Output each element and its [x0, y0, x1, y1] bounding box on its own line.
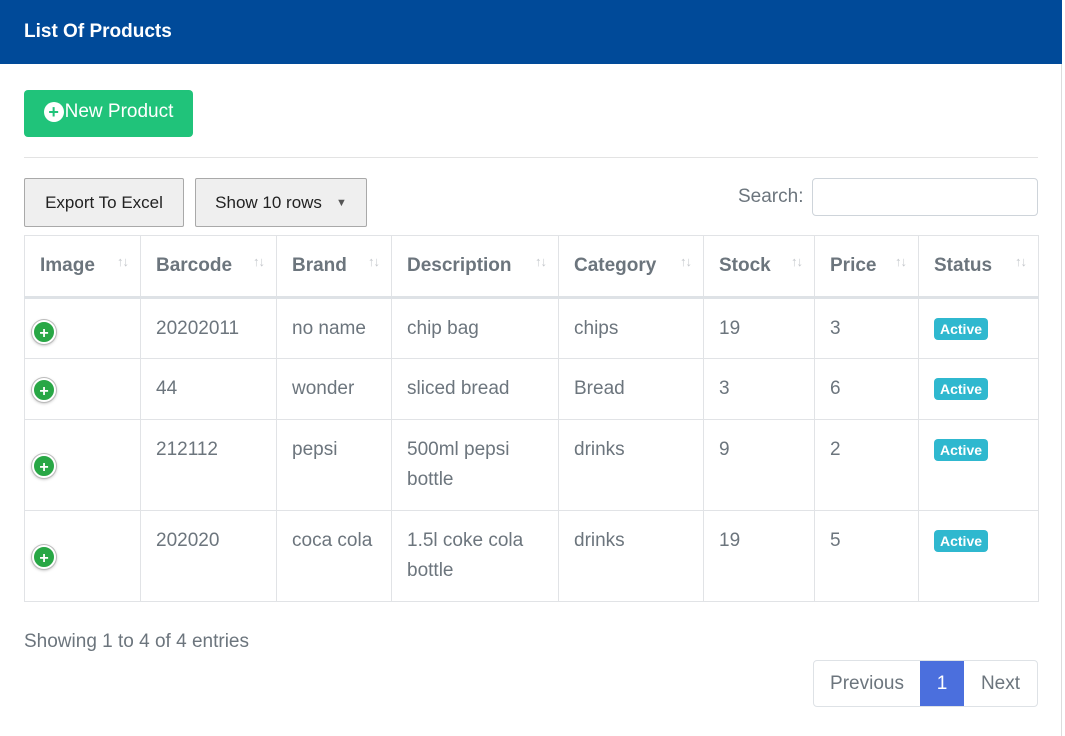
column-header-barcode[interactable]: Barcode ↑↓ [140, 235, 277, 299]
table-row: + 20202011 no name chip bag chips 19 3 A… [24, 297, 1039, 359]
sort-arrows-icon: ↑↓ [680, 254, 692, 269]
column-label: Price [830, 255, 877, 276]
status-cell: Active [918, 358, 1039, 420]
column-header-stock[interactable]: Stock ↑↓ [703, 235, 815, 299]
page-1-button[interactable]: 1 [920, 661, 964, 706]
table-header-row: Image ↑↓ Barcode ↑↓ Brand ↑↓ Description ↑↓ … [24, 235, 1039, 299]
table-info: Showing 1 to 4 of 4 entries [24, 631, 249, 652]
barcode-cell: 20202011 [140, 297, 277, 359]
show-rows-label: Show 10 rows [215, 192, 322, 212]
expand-row-icon[interactable]: + [32, 378, 56, 402]
description-cell: 500ml pepsi bottle [391, 419, 559, 511]
column-label: Image [40, 255, 95, 276]
category-cell: Bread [558, 358, 704, 420]
barcode-cell: 202020 [140, 510, 277, 602]
pagination: Previous 1 Next [813, 660, 1038, 707]
category-cell: drinks [558, 419, 704, 511]
image-cell: + [24, 419, 141, 511]
image-cell: + [24, 358, 141, 420]
category-cell: drinks [558, 510, 704, 602]
status-cell: Active [918, 297, 1039, 359]
brand-cell: pepsi [276, 419, 392, 511]
expand-row-icon[interactable]: + [32, 320, 56, 344]
divider [24, 157, 1038, 158]
column-header-category[interactable]: Category ↑↓ [558, 235, 704, 299]
column-label: Category [574, 255, 657, 276]
products-table: Image ↑↓ Barcode ↑↓ Brand ↑↓ Description ↑↓ … [24, 235, 1039, 602]
stock-cell: 3 [703, 358, 815, 420]
description-cell: sliced bread [391, 358, 559, 420]
search-input[interactable] [812, 178, 1038, 216]
new-product-label: New Product [64, 100, 174, 122]
table-row: + 212112 pepsi 500ml pepsi bottle drinks… [24, 419, 1039, 511]
export-excel-button[interactable]: Export To Excel [24, 178, 184, 227]
brand-cell: wonder [276, 358, 392, 420]
column-header-brand[interactable]: Brand ↑↓ [276, 235, 392, 299]
sort-arrows-icon: ↑↓ [368, 254, 380, 269]
price-cell: 6 [814, 358, 919, 420]
price-cell: 2 [814, 419, 919, 511]
sort-arrows-icon: ↑↓ [117, 254, 129, 269]
column-label: Barcode [156, 255, 233, 276]
caret-down-icon: ▼ [335, 196, 347, 209]
image-cell: + [24, 510, 141, 602]
sort-arrows-icon: ↑↓ [1015, 254, 1027, 269]
status-badge: Active [934, 439, 989, 461]
new-product-button[interactable]: + New Product [24, 90, 193, 137]
plus-circle-icon: + [43, 101, 64, 122]
column-label: Brand [292, 255, 347, 276]
status-badge: Active [934, 530, 989, 552]
description-cell: chip bag [391, 297, 559, 359]
search-label: Search: [738, 186, 804, 207]
previous-page-button[interactable]: Previous [830, 672, 904, 694]
sort-arrows-icon: ↑↓ [535, 254, 547, 269]
brand-cell: no name [276, 297, 392, 359]
column-label: Status [934, 255, 993, 276]
description-cell: 1.5l coke cola bottle [391, 510, 559, 602]
stock-cell: 19 [703, 510, 815, 602]
page-title: List Of Products [24, 21, 172, 42]
status-cell: Active [918, 510, 1039, 602]
image-cell: + [24, 297, 141, 359]
stock-cell: 19 [703, 297, 815, 359]
price-cell: 5 [814, 510, 919, 602]
status-badge: Active [934, 318, 989, 340]
export-label: Export To Excel [45, 192, 163, 212]
category-cell: chips [558, 297, 704, 359]
card-header: List Of Products [0, 0, 1062, 64]
column-header-image[interactable]: Image ↑↓ [24, 235, 141, 299]
column-header-description[interactable]: Description ↑↓ [391, 235, 559, 299]
stock-cell: 9 [703, 419, 815, 511]
barcode-cell: 44 [140, 358, 277, 420]
expand-row-icon[interactable]: + [32, 545, 56, 569]
table-row: + 202020 coca cola 1.5l coke cola bottle… [24, 510, 1039, 602]
status-cell: Active [918, 419, 1039, 511]
column-label: Stock [719, 255, 771, 276]
status-badge: Active [934, 378, 989, 400]
sort-arrows-icon: ↑↓ [791, 254, 803, 269]
show-rows-button[interactable]: Show 10 rows ▼ [195, 178, 367, 227]
column-header-status[interactable]: Status ↑↓ [918, 235, 1039, 299]
sort-arrows-icon: ↑↓ [253, 254, 265, 269]
price-cell: 3 [814, 297, 919, 359]
table-row: + 44 wonder sliced bread Bread 3 6 Activ… [24, 358, 1039, 420]
expand-row-icon[interactable]: + [32, 454, 56, 478]
column-header-price[interactable]: Price ↑↓ [814, 235, 919, 299]
barcode-cell: 212112 [140, 419, 277, 511]
brand-cell: coca cola [276, 510, 392, 602]
next-page-button[interactable]: Next [980, 672, 1021, 694]
column-label: Description [407, 255, 512, 276]
sort-arrows-icon: ↑↓ [895, 254, 907, 269]
